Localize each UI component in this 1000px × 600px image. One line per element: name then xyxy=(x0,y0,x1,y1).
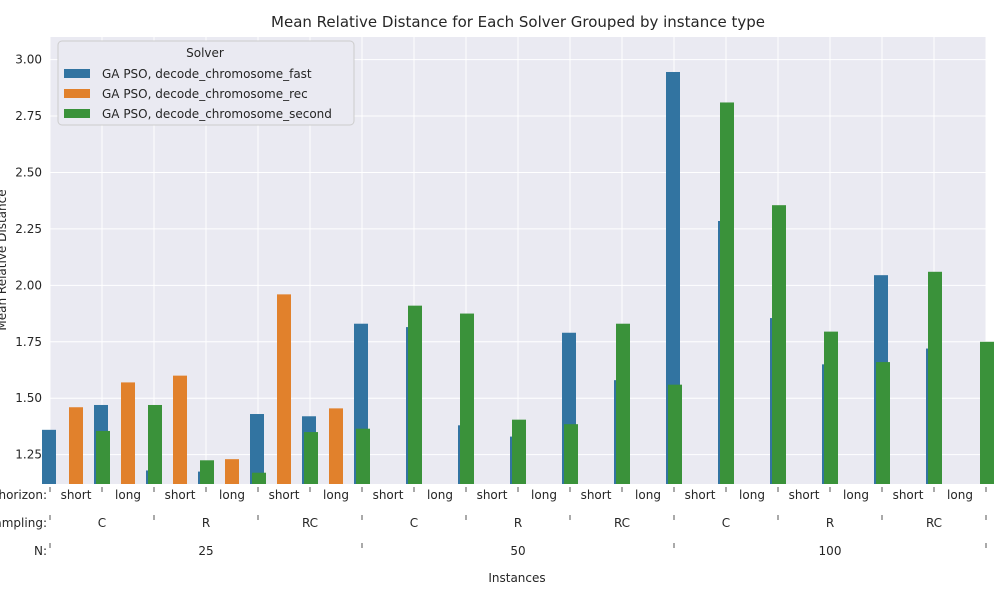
bar xyxy=(121,382,135,484)
horizon-tick-label: short xyxy=(269,488,300,502)
horizon-tick-label: short xyxy=(373,488,404,502)
horizon-tick-label: long xyxy=(635,488,661,502)
bar xyxy=(928,271,942,484)
horizon-tick-label: long xyxy=(115,488,141,502)
bar xyxy=(512,419,526,484)
horizon-tick-label: long xyxy=(739,488,765,502)
bar xyxy=(356,428,370,484)
legend-label: GA PSO, decode_chromosome_second xyxy=(102,107,332,121)
bar xyxy=(277,294,291,484)
horizon-tick-label: long xyxy=(323,488,349,502)
legend: Solver GA PSO, decode_chromosome_fast GA … xyxy=(57,40,355,126)
sampling-tick-label: RC xyxy=(926,516,942,530)
y-tick-label: 2.50 xyxy=(15,165,42,179)
sampling-tick-label: RC xyxy=(302,516,318,530)
sampling-tick-label: C xyxy=(410,516,418,530)
bar xyxy=(252,472,266,484)
n-tick-label: 25 xyxy=(198,544,213,558)
bar xyxy=(408,305,422,484)
horizon-tick-label: long xyxy=(219,488,245,502)
bar xyxy=(460,313,474,484)
horizon-tick-label: short xyxy=(893,488,924,502)
horizon-tick-label: long xyxy=(843,488,869,502)
horizon-tick-label: long xyxy=(427,488,453,502)
bar xyxy=(876,362,890,484)
n-tick-label: 50 xyxy=(510,544,525,558)
bar xyxy=(616,323,630,484)
bar xyxy=(304,432,318,484)
bar xyxy=(42,429,56,484)
bar xyxy=(772,205,786,484)
bar xyxy=(824,331,838,484)
bar xyxy=(148,404,162,484)
x-axis-label: Instances xyxy=(488,571,545,585)
bar xyxy=(564,424,578,484)
bar xyxy=(250,414,264,484)
sampling-tick-label: RC xyxy=(614,516,630,530)
bar xyxy=(69,407,83,484)
legend-label: GA PSO, decode_chromosome_rec xyxy=(102,87,308,101)
horizon-tick-label: short xyxy=(789,488,820,502)
horizon-tick-label: short xyxy=(61,488,92,502)
bar xyxy=(720,102,734,484)
y-tick-label: 3.00 xyxy=(15,53,42,67)
legend-swatch xyxy=(64,109,90,118)
bar xyxy=(668,384,682,484)
legend-label: GA PSO, decode_chromosome_fast xyxy=(102,67,312,81)
legend-swatch xyxy=(64,69,90,78)
y-tick-label: 1.75 xyxy=(15,335,42,349)
bar xyxy=(666,71,680,484)
y-tick-label: 1.25 xyxy=(15,448,42,462)
bar xyxy=(96,430,110,484)
n-row-label: N: xyxy=(34,544,47,558)
sampling-row-label: sampling: xyxy=(0,516,47,530)
horizon-tick-label: short xyxy=(685,488,716,502)
sampling-tick-label: C xyxy=(722,516,730,530)
y-tick-label: 2.25 xyxy=(15,222,42,236)
bar xyxy=(173,375,187,484)
legend-swatch xyxy=(64,89,90,98)
horizon-tick-label: short xyxy=(477,488,508,502)
y-tick-label: 1.50 xyxy=(15,391,42,405)
legend-box xyxy=(57,40,355,126)
sampling-tick-label: R xyxy=(826,516,834,530)
y-axis-label: Mean Relative Distance xyxy=(0,189,9,330)
sampling-tick-label: C xyxy=(98,516,106,530)
sampling-tick-label: R xyxy=(202,516,210,530)
y-tick-labels: 1.25 1.50 1.75 2.00 2.25 2.50 2.75 3.00 xyxy=(15,53,42,462)
bar xyxy=(225,459,239,484)
sampling-tick-label: R xyxy=(514,516,522,530)
horizon-row-label: horizon: xyxy=(0,488,47,502)
chart-title: Mean Relative Distance for Each Solver G… xyxy=(271,13,765,31)
x-category-rows: horizon: sampling: N: short long short long sho… xyxy=(0,487,987,558)
bar xyxy=(980,341,994,484)
horizon-tick-label: long xyxy=(947,488,973,502)
y-tick-label: 2.75 xyxy=(15,109,42,123)
y-tick-label: 2.00 xyxy=(15,278,42,292)
horizon-tick-label: long xyxy=(531,488,557,502)
horizon-tick-label: short xyxy=(165,488,196,502)
bars xyxy=(42,71,994,484)
bar xyxy=(329,408,343,484)
legend-title: Solver xyxy=(186,46,224,60)
bar xyxy=(200,460,214,484)
n-tick-label: 100 xyxy=(819,544,842,558)
horizon-tick-label: short xyxy=(581,488,612,502)
